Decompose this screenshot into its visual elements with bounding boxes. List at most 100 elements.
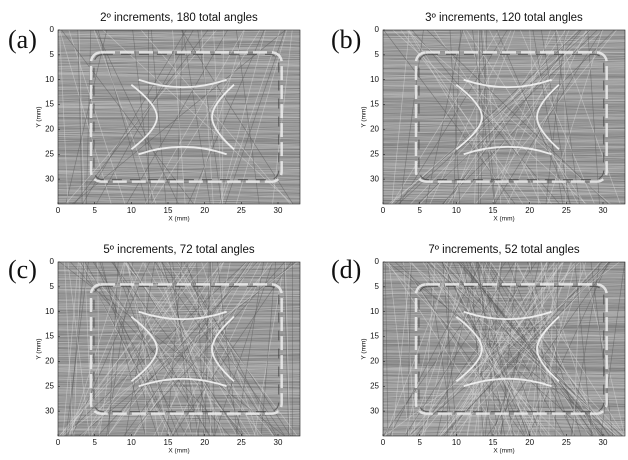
streak — [172, 262, 193, 436]
streak — [548, 262, 555, 436]
panel: (a) 2º increments, 180 total angles 0 5 10 15… — [8, 12, 301, 223]
x-tick-label: 5 — [417, 438, 422, 447]
streak — [482, 30, 502, 204]
texture — [383, 40, 625, 49]
streak — [399, 30, 508, 204]
streak — [436, 262, 478, 436]
streak — [423, 262, 465, 436]
x-axis-label: X (mm) — [493, 216, 514, 223]
texture — [383, 114, 625, 120]
texture — [383, 355, 625, 359]
texture — [58, 171, 300, 177]
texture — [58, 107, 300, 114]
streak — [217, 262, 238, 436]
streak — [125, 262, 156, 436]
x-tick-label: 25 — [237, 438, 246, 447]
texture — [383, 90, 625, 97]
streak — [482, 262, 514, 436]
streak — [442, 30, 615, 204]
texture — [383, 158, 625, 163]
streak — [391, 30, 410, 204]
streak — [570, 262, 601, 436]
texture — [58, 100, 300, 112]
axes-frame — [382, 261, 626, 437]
y-tick-label: 20 — [45, 357, 54, 366]
streak — [172, 30, 186, 204]
texture — [383, 187, 625, 193]
streak — [486, 262, 594, 436]
texture — [383, 390, 625, 401]
texture — [383, 74, 625, 77]
texture — [383, 265, 625, 275]
outline-shadow — [418, 285, 605, 413]
streak — [161, 262, 215, 436]
streak — [102, 30, 293, 204]
texture — [58, 56, 300, 66]
texture — [58, 163, 300, 168]
streak — [197, 30, 222, 204]
streak — [408, 30, 524, 204]
y-tick-label: 25 — [370, 381, 379, 390]
x-tick-label: 0 — [56, 438, 61, 447]
texture — [58, 36, 300, 46]
streak — [449, 262, 559, 436]
streak — [183, 262, 277, 436]
texture — [383, 127, 625, 131]
texture — [58, 154, 300, 160]
streak — [426, 30, 609, 204]
streak — [547, 30, 603, 204]
streak — [442, 262, 534, 436]
texture — [58, 160, 300, 168]
streak — [388, 262, 410, 436]
texture — [383, 342, 625, 346]
y-tick-label: 10 — [370, 307, 379, 316]
texture — [58, 382, 300, 393]
x-tick-label: 25 — [562, 438, 571, 447]
streak — [466, 262, 502, 436]
streak — [92, 262, 211, 436]
texture — [383, 57, 625, 66]
texture — [58, 81, 300, 88]
streak — [426, 262, 548, 436]
streak — [152, 262, 226, 436]
streak — [462, 30, 541, 204]
texture — [58, 195, 300, 201]
streak — [65, 262, 89, 436]
y-axis-label: Y (mm) — [36, 106, 43, 127]
streak — [409, 262, 473, 436]
texture — [383, 97, 625, 103]
texture — [383, 186, 625, 188]
texture — [58, 197, 300, 202]
x-tick-label: 20 — [200, 206, 209, 215]
x-axis-label: X (mm) — [493, 448, 514, 455]
texture — [383, 88, 625, 95]
streak — [68, 262, 144, 436]
streak — [466, 262, 529, 436]
streak — [441, 262, 526, 436]
streak — [452, 262, 609, 436]
y-tick-label: 20 — [370, 125, 379, 134]
streak — [388, 30, 604, 204]
streak — [411, 30, 560, 204]
streak — [235, 30, 260, 204]
streak — [392, 30, 587, 204]
texture — [58, 413, 300, 425]
reconstruction-image — [383, 30, 625, 204]
texture — [383, 338, 625, 347]
streak — [519, 30, 595, 204]
streak — [490, 262, 612, 436]
y-tick-label: 5 — [50, 282, 55, 291]
streak — [70, 262, 231, 436]
streak — [99, 262, 158, 436]
texture — [58, 40, 300, 46]
texture — [383, 75, 625, 79]
streak — [176, 30, 183, 204]
texture — [58, 394, 300, 399]
x-tick-label: 10 — [452, 438, 461, 447]
x-tick-label: 5 — [417, 206, 422, 215]
streak — [391, 30, 500, 204]
texture — [58, 184, 300, 189]
streak — [95, 30, 179, 204]
streak — [62, 262, 299, 436]
